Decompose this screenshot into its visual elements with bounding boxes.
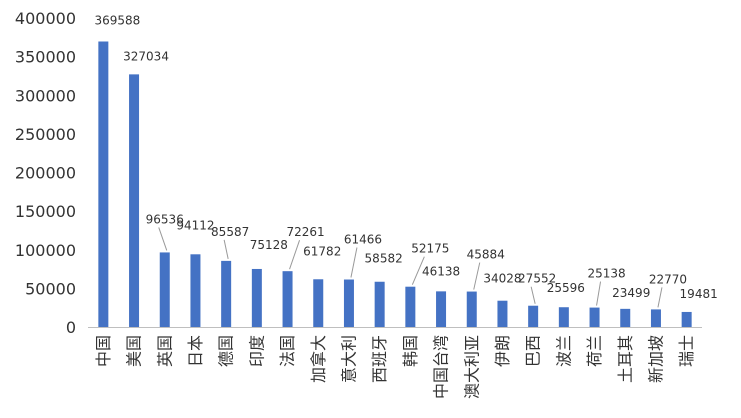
leader-line: [411, 256, 425, 285]
y-tick-label: 350000: [15, 48, 76, 67]
y-tick-label: 300000: [15, 86, 76, 105]
x-tick-label: 英国: [155, 335, 174, 367]
y-tick-label: 50000: [25, 279, 76, 298]
data-label: 25138: [587, 267, 625, 281]
x-tick-label: 德国: [217, 335, 236, 367]
leader-line: [657, 287, 663, 308]
data-label: 75128: [250, 238, 288, 252]
x-tick-label: 中国台湾: [432, 335, 451, 399]
x-tick-label: 美国: [125, 335, 144, 367]
bar: [129, 74, 140, 327]
data-label-leader-lines: [158, 227, 663, 308]
x-tick-label: 印度: [247, 335, 266, 367]
bar: [650, 309, 661, 327]
leader-line: [530, 286, 536, 304]
y-tick-label: 200000: [15, 164, 76, 183]
y-tick-label: 400000: [15, 9, 76, 28]
x-tick-label: 日本: [186, 335, 205, 367]
bar: [405, 286, 416, 327]
data-label: 19481: [680, 287, 718, 301]
bar: [251, 268, 262, 327]
y-tick-label: 0: [66, 318, 76, 337]
x-tick-label: 韩国: [401, 335, 420, 367]
x-axis: 中国 美国 英国 日本 德国 印度 法国 加拿大 意大利 西班牙 韩国 中国台湾 澳大利亚 伊朗 巴西 波兰荷…: [88, 327, 702, 399]
x-tick-label: 中国: [94, 335, 113, 367]
data-label: 61466: [344, 233, 382, 247]
bar: [313, 279, 324, 327]
y-axis: 0 50000 100000 150000 200000 250000 300000 3500…: [15, 9, 76, 337]
y-tick-label: 150000: [15, 202, 76, 221]
leader-line: [473, 262, 481, 290]
bar: [681, 311, 692, 327]
data-label: 23499: [612, 286, 650, 300]
bars: [98, 41, 692, 327]
data-label: 85587: [211, 225, 249, 239]
bar: [374, 281, 385, 327]
bar: [343, 279, 354, 327]
leader-line: [158, 227, 168, 251]
data-label: 46138: [422, 264, 460, 278]
data-label: 22770: [649, 272, 687, 286]
data-label: 96536: [146, 212, 184, 226]
data-label: 369588: [94, 13, 140, 27]
x-tick-label: 新加坡: [646, 335, 665, 383]
data-label: 34028: [483, 272, 521, 286]
x-tick-label: 瑞士: [677, 335, 696, 367]
x-tick-label: 意大利: [339, 335, 358, 383]
data-label: 25596: [547, 281, 585, 295]
x-tick-label: 荷兰: [585, 335, 604, 367]
data-label: 58582: [365, 252, 403, 266]
x-tick-label: 伊朗: [493, 335, 512, 367]
leader-line: [350, 247, 358, 278]
data-label: 72261: [286, 225, 324, 239]
x-tick-label: 波兰: [554, 335, 573, 367]
bar: [620, 308, 631, 327]
data-label: 45884: [467, 248, 505, 262]
data-label: 27552: [518, 272, 556, 286]
y-tick-label: 250000: [15, 125, 76, 144]
data-label: 94112: [176, 218, 214, 232]
leader-line: [223, 239, 229, 259]
bar: [558, 307, 569, 327]
x-tick-label: 加拿大: [309, 335, 328, 383]
x-tick-label: 土耳其: [616, 335, 635, 383]
x-tick-label: 巴西: [524, 335, 543, 367]
bar: [466, 291, 477, 327]
data-label: 52175: [411, 242, 449, 256]
leader-line: [289, 240, 301, 270]
bar: [98, 41, 109, 327]
bar: [221, 260, 232, 327]
leader-line: [596, 281, 602, 306]
bar: [589, 307, 600, 327]
bar: [436, 291, 447, 327]
x-tick-label: 西班牙: [370, 335, 389, 383]
x-tick-label: 澳大利亚: [462, 335, 481, 399]
data-label: 61782: [303, 244, 341, 258]
y-tick-label: 100000: [15, 241, 76, 260]
bar: [190, 254, 201, 327]
bar: [497, 300, 508, 327]
bar: [528, 305, 539, 327]
x-tick-label: 法国: [278, 335, 297, 367]
bar: [159, 252, 170, 327]
data-label: 327034: [123, 49, 169, 63]
bar: [282, 271, 293, 327]
